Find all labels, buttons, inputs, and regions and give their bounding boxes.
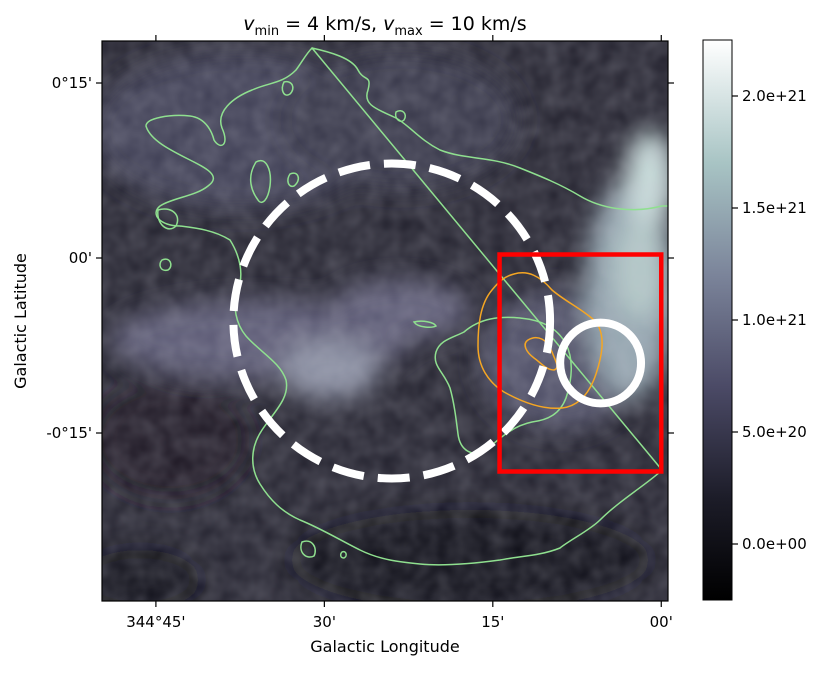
y-tick-label-2: -0°15': [46, 424, 92, 442]
y-ticks: 0°15' 00' -0°15': [46, 74, 674, 442]
title-vmin-symbol: v: [243, 13, 255, 35]
overlays: [229, 159, 664, 483]
contour-green-blob-3: [394, 109, 407, 123]
contour-green-blob-7: [300, 540, 316, 558]
contour-green-blob-1: [249, 159, 272, 204]
x-tick-label-2: 15': [481, 613, 504, 631]
title-vmax-subscript: max: [394, 24, 423, 39]
y-tick-label-0: 0°15': [52, 74, 92, 92]
contour-green-outer: [145, 46, 668, 566]
heatmap-image: [102, 41, 668, 601]
chart-title: vmin = 4 km/s, vmax = 10 km/s: [243, 13, 526, 39]
title-vmax-text: = 10 km/s: [423, 13, 527, 35]
y-tick-label-1: 00': [69, 249, 92, 267]
x-tick-label-0: 344°45': [126, 613, 185, 631]
contour-green-blob-8: [339, 550, 347, 559]
y-axis-label: Galactic Latitude: [11, 253, 30, 389]
colorbar-ticks: 0.0e+00 5.0e+20 1.0e+21 1.5e+21 2.0e+21: [732, 87, 807, 553]
plot-frame: [101, 40, 669, 602]
dashed-ellipse: [229, 159, 555, 483]
x-ticks: 344°45' 30' 15' 00': [126, 35, 673, 631]
contour-green-blob-4: [287, 172, 300, 188]
contour-orange-outer: [477, 272, 603, 410]
contour-green-blob-9: [412, 320, 438, 328]
x-tick-label-1: 30': [313, 613, 336, 631]
contour-green-blob-5: [157, 208, 179, 230]
colorbar: [702, 39, 733, 601]
colorbar-tick-label-1: 5.0e+20: [742, 423, 807, 441]
region-box: [497, 252, 664, 474]
source-circle: [556, 318, 646, 408]
x-axis-label: Galactic Longitude: [310, 637, 459, 656]
colorbar-tick-label-0: 0.0e+00: [742, 535, 807, 553]
colorbar-tick-label-2: 1.0e+21: [742, 311, 807, 329]
title-vmin-subscript: min: [255, 24, 280, 39]
title-vmin-text: = 4 km/s,: [279, 13, 383, 35]
colorbar-tick-label-4: 2.0e+21: [742, 87, 807, 105]
colorbar-tick-label-3: 1.5e+21: [742, 199, 807, 217]
title-vmax-symbol: v: [383, 13, 395, 35]
contour-green-blob-2: [281, 80, 294, 96]
contour-green-blob-6: [159, 258, 172, 272]
x-tick-label-3: 00': [650, 613, 673, 631]
